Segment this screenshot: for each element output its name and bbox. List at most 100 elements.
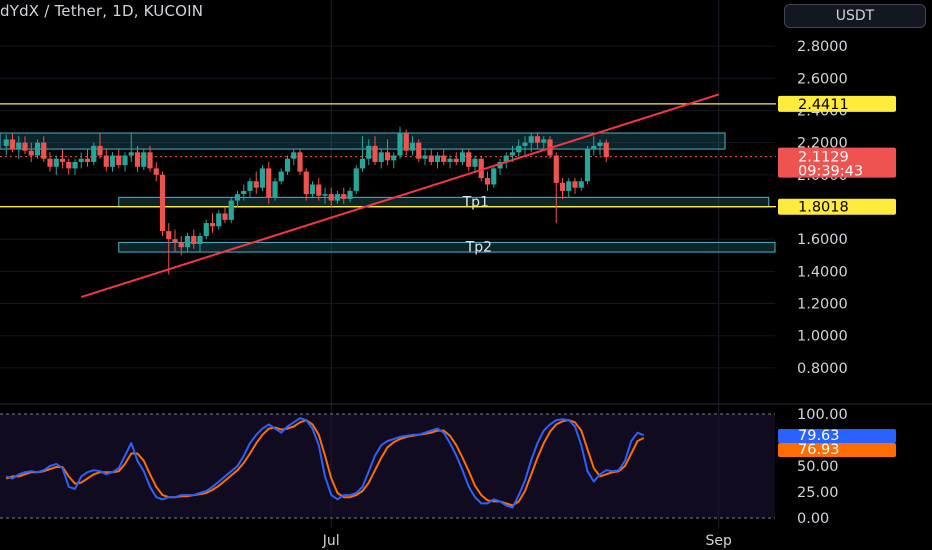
candle-body — [491, 168, 497, 185]
candle-body — [503, 155, 509, 162]
candle-body — [347, 190, 353, 199]
candle-body — [372, 145, 378, 162]
candle-body — [591, 145, 597, 150]
level-price-label: 2.4411 — [798, 97, 849, 113]
last-price-label-bg — [778, 147, 896, 178]
candle-body — [341, 194, 347, 199]
candle-body — [166, 231, 172, 240]
candle-body — [28, 150, 34, 156]
candle-body — [91, 145, 97, 162]
candle-body — [484, 178, 491, 185]
candle-body — [578, 181, 584, 188]
candle-body — [259, 168, 266, 188]
candle-body — [603, 142, 609, 158]
candle-body — [197, 235, 203, 244]
level-price-label-bg — [778, 95, 896, 112]
zone-box — [118, 196, 770, 208]
candle-body — [472, 158, 478, 167]
candle-body — [378, 152, 384, 162]
candle-body — [516, 145, 522, 153]
candle-body — [584, 149, 591, 182]
candle-body — [453, 158, 459, 162]
candle-body — [397, 133, 403, 156]
candle-body — [297, 152, 303, 172]
candle-body — [109, 155, 116, 167]
candle-body — [309, 184, 316, 195]
stoch-k-line — [5, 417, 645, 509]
price-tick-label: 2.8000 — [797, 39, 848, 55]
candle-body — [116, 155, 122, 166]
zone-label: Tp2 — [465, 240, 492, 256]
candle-body — [253, 181, 259, 188]
price-tick-label: 0.8000 — [797, 361, 848, 377]
candle-body — [322, 194, 328, 196]
candle-body — [597, 142, 603, 146]
candle-body — [47, 158, 53, 167]
price-tick-label: 1.0000 — [797, 329, 848, 345]
candle-body — [78, 158, 84, 162]
candle-body — [103, 155, 109, 167]
price-tick-label: 2.6000 — [797, 71, 848, 87]
candle-body — [178, 242, 184, 248]
candlesticks — [3, 126, 609, 275]
candle-body — [34, 142, 41, 156]
candle-body — [66, 161, 72, 169]
candle-body — [278, 171, 284, 182]
candle-body — [59, 158, 66, 162]
candle-body — [478, 158, 484, 179]
price-tick-label: 2.2000 — [797, 136, 848, 152]
candle-body — [272, 181, 278, 198]
candle-body — [334, 194, 341, 201]
countdown-label: 09:39:43 — [798, 164, 863, 180]
candle-body — [447, 158, 453, 162]
zone-label: Tp1 — [462, 195, 489, 211]
stoch-d-value-label-bg — [778, 443, 896, 457]
candle-body — [9, 139, 16, 150]
candle-body — [134, 152, 141, 167]
candle-body — [441, 155, 447, 162]
chart-title: dYdX / Tether, 1D, KUCOIN — [0, 2, 204, 20]
candle-body — [534, 136, 541, 143]
candle-body — [559, 182, 566, 191]
candle-body — [391, 155, 397, 161]
candle-body — [459, 152, 466, 162]
candle-body — [359, 158, 366, 169]
candle-body — [541, 139, 547, 143]
candle-body — [409, 142, 416, 151]
time-tick-label: Jul — [322, 533, 340, 549]
candle-body — [53, 158, 59, 167]
candle-body — [228, 200, 234, 220]
stochastic-tick-label: 0.00 — [797, 511, 829, 527]
level-price-label: 1.8018 — [798, 200, 849, 216]
candle-body — [566, 181, 572, 191]
candle-body — [3, 139, 9, 146]
price-tick-label: 1.2000 — [797, 297, 848, 313]
candle-body — [572, 181, 578, 188]
candle-body — [216, 213, 222, 227]
candle-body — [384, 152, 391, 161]
candle-body — [291, 152, 297, 159]
stochastic-band-fill — [0, 414, 775, 518]
candle-body — [122, 155, 128, 166]
time-tick-label: Sep — [706, 533, 733, 549]
candle-body — [466, 152, 472, 167]
currency-button[interactable]: USDT — [784, 4, 926, 28]
horizontal-levels — [0, 103, 776, 208]
candle-body — [16, 142, 22, 150]
price-tick-label: 1.6000 — [797, 232, 848, 248]
candle-body — [128, 152, 134, 156]
candle-body — [172, 239, 178, 243]
candle-body — [241, 190, 247, 195]
stochastic-tick-label: 50.00 — [797, 459, 839, 475]
candle-body — [147, 152, 153, 169]
candle-body — [203, 223, 209, 236]
candle-body — [234, 194, 241, 201]
candle-body — [303, 171, 309, 195]
stochastic-tick-label: 25.00 — [797, 485, 839, 501]
price-tick-label: 1.4000 — [797, 264, 848, 280]
time-axis: Jul Sep — [322, 533, 732, 549]
candle-body — [84, 158, 91, 162]
candle-body — [184, 235, 191, 248]
candle-body — [22, 142, 28, 151]
